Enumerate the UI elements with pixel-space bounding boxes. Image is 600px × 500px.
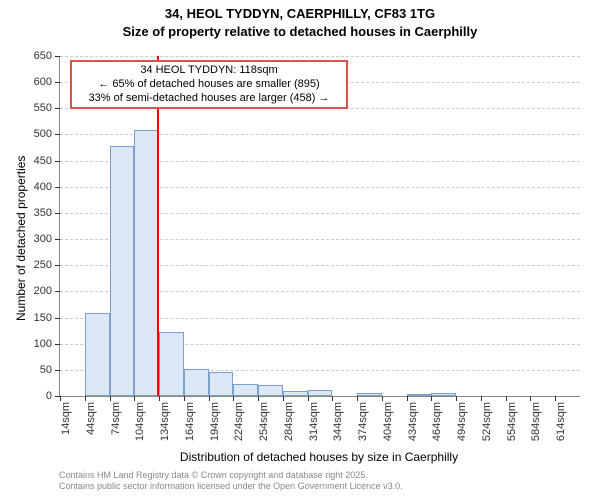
- chart-container: 34, HEOL TYDDYN, CAERPHILLY, CF83 1TG Si…: [0, 0, 600, 500]
- x-tick-label: 224sqm: [233, 402, 245, 441]
- bar: [233, 384, 258, 396]
- x-tick-mark: [506, 396, 507, 401]
- x-tick-mark: [357, 396, 358, 401]
- bar: [431, 393, 456, 396]
- x-tick-mark: [134, 396, 135, 401]
- x-tick-mark: [555, 396, 556, 401]
- x-tick-mark: [233, 396, 234, 401]
- bar: [110, 146, 135, 396]
- y-tick-label: 100: [34, 338, 60, 350]
- bar: [357, 393, 382, 396]
- x-tick-mark: [456, 396, 457, 401]
- x-tick-label: 374sqm: [357, 402, 369, 441]
- x-tick-mark: [431, 396, 432, 401]
- x-tick-label: 494sqm: [456, 402, 468, 441]
- x-tick-label: 194sqm: [209, 402, 221, 441]
- x-tick-mark: [60, 396, 61, 401]
- x-tick-label: 404sqm: [382, 402, 394, 441]
- x-tick-label: 254sqm: [258, 402, 270, 441]
- y-tick-label: 200: [34, 285, 60, 297]
- x-tick-label: 344sqm: [332, 402, 344, 441]
- x-tick-label: 554sqm: [506, 402, 518, 441]
- x-tick-mark: [184, 396, 185, 401]
- x-tick-label: 614sqm: [555, 402, 567, 441]
- x-tick-label: 284sqm: [283, 402, 295, 441]
- y-tick-label: 450: [34, 155, 60, 167]
- bar: [258, 385, 283, 397]
- x-tick-mark: [308, 396, 309, 401]
- x-tick-mark: [85, 396, 86, 401]
- bar: [134, 130, 159, 396]
- footer: Contains HM Land Registry data © Crown c…: [59, 470, 403, 493]
- footer-line2: Contains public sector information licen…: [59, 481, 403, 492]
- x-tick-mark: [258, 396, 259, 401]
- bar: [407, 394, 432, 396]
- chart-title-line1: 34, HEOL TYDDYN, CAERPHILLY, CF83 1TG: [0, 6, 600, 21]
- x-tick-mark: [481, 396, 482, 401]
- bar: [184, 369, 209, 396]
- x-tick-mark: [283, 396, 284, 401]
- x-tick-mark: [407, 396, 408, 401]
- x-tick-label: 524sqm: [481, 402, 493, 441]
- footer-line1: Contains HM Land Registry data © Crown c…: [59, 470, 403, 481]
- x-tick-mark: [332, 396, 333, 401]
- y-tick-label: 250: [34, 259, 60, 271]
- annotation-box: 34 HEOL TYDDYN: 118sqm ← 65% of detached…: [70, 60, 348, 109]
- y-tick-label: 350: [34, 207, 60, 219]
- x-tick-label: 434sqm: [407, 402, 419, 441]
- x-tick-label: 164sqm: [184, 402, 196, 441]
- x-tick-label: 44sqm: [85, 402, 97, 435]
- annotation-line3: 33% of semi-detached houses are larger (…: [78, 92, 340, 106]
- y-tick-label: 0: [46, 390, 60, 402]
- x-tick-mark: [382, 396, 383, 401]
- x-tick-label: 464sqm: [431, 402, 443, 441]
- x-tick-label: 104sqm: [134, 402, 146, 441]
- annotation-line2: ← 65% of detached houses are smaller (89…: [78, 78, 340, 92]
- x-axis-label: Distribution of detached houses by size …: [59, 450, 579, 464]
- y-tick-label: 600: [34, 76, 60, 88]
- bar: [283, 391, 308, 396]
- y-tick-label: 400: [34, 181, 60, 193]
- x-tick-label: 584sqm: [530, 402, 542, 441]
- y-tick-label: 50: [40, 364, 60, 376]
- x-tick-label: 314sqm: [308, 402, 320, 441]
- x-tick-mark: [530, 396, 531, 401]
- x-tick-label: 134sqm: [159, 402, 171, 441]
- bar: [159, 332, 184, 396]
- y-tick-label: 300: [34, 233, 60, 245]
- chart-title-line2: Size of property relative to detached ho…: [0, 24, 600, 39]
- x-tick-mark: [209, 396, 210, 401]
- x-tick-label: 14sqm: [60, 402, 72, 435]
- y-tick-label: 650: [34, 50, 60, 62]
- bar: [209, 372, 234, 396]
- bar: [308, 390, 333, 396]
- x-tick-mark: [159, 396, 160, 401]
- bar: [85, 313, 110, 396]
- x-tick-mark: [110, 396, 111, 401]
- y-axis-label: Number of detached properties: [14, 156, 28, 321]
- annotation-line1: 34 HEOL TYDDYN: 118sqm: [78, 64, 340, 78]
- y-tick-label: 500: [34, 128, 60, 140]
- x-tick-label: 74sqm: [110, 402, 122, 435]
- y-tick-label: 150: [34, 312, 60, 324]
- y-tick-label: 550: [34, 102, 60, 114]
